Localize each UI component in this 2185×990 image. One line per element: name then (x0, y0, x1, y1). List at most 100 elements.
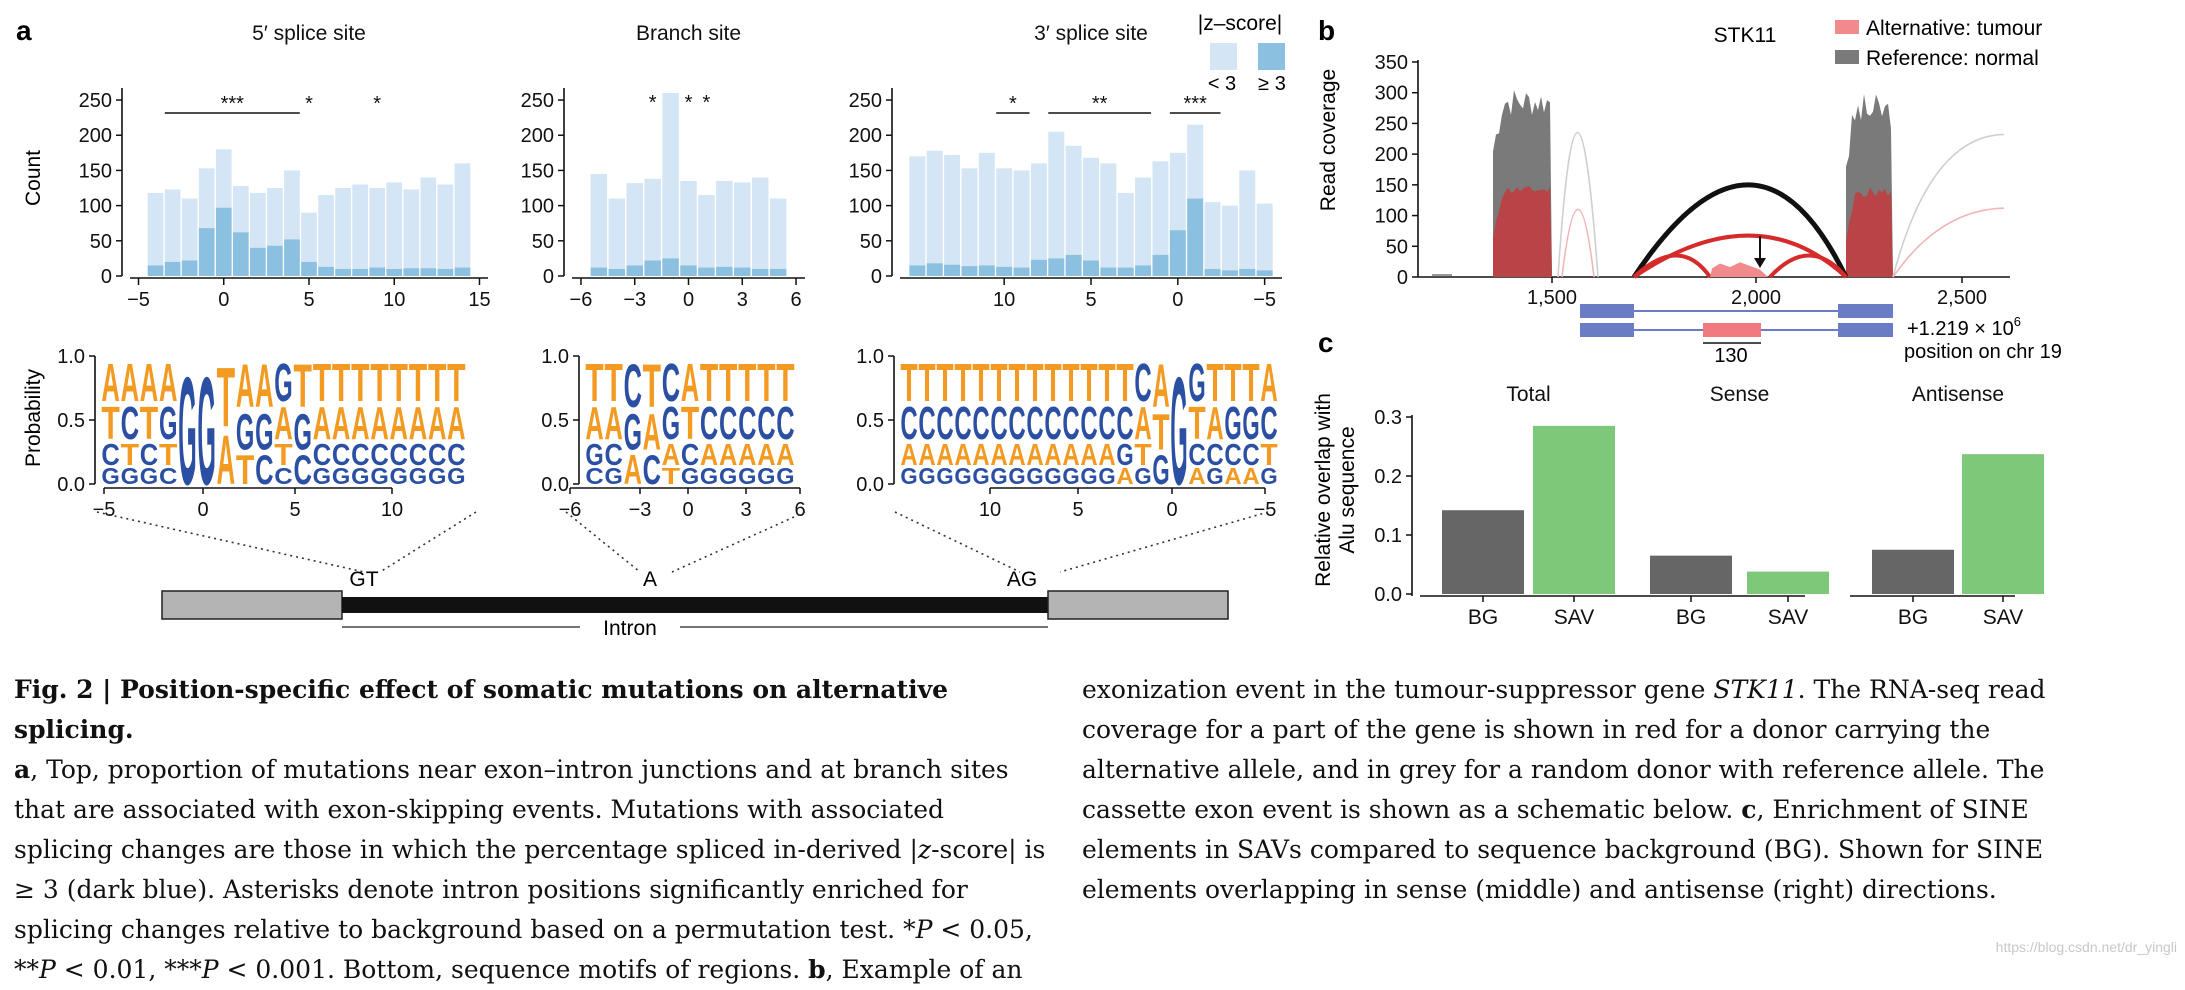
logo-x-tick-label: −3 (629, 499, 652, 521)
logo-x-tick-label: 0 (682, 499, 693, 521)
logo-letter: T (409, 353, 428, 413)
significance-stars: ** (1092, 93, 1108, 115)
logo-letter: G (776, 463, 794, 489)
logo-letter: G (1242, 397, 1259, 449)
logo-y-tick-label: 0.5 (541, 410, 569, 432)
logo-letter: G (700, 463, 718, 489)
logo-letter: G (351, 463, 369, 489)
logo-letter: C (936, 397, 953, 449)
bar-bg (1872, 549, 1954, 594)
logo-letter: C (954, 397, 971, 449)
logo-letter: G (121, 463, 139, 489)
logo-letter: C (1134, 353, 1151, 413)
bar-high-z (1152, 254, 1169, 276)
logo-letter: T (121, 437, 140, 472)
bar-high-z (1187, 198, 1204, 276)
logo-letter: A (255, 352, 273, 421)
logo-letter: T (1044, 353, 1061, 413)
logo-letter: G (1224, 397, 1241, 449)
significance-stars: * (373, 93, 381, 115)
logo-y-tick-label: 0.0 (541, 474, 569, 496)
logo-letter: C (293, 446, 311, 493)
bar-low-z (608, 198, 626, 276)
caption-run: . The RNA-seq read coverage for a part o… (1082, 675, 2046, 824)
logo-letter: A (624, 446, 642, 493)
caption-run: Fig. 2 | Position-specific effect of som… (14, 675, 949, 744)
logo-letter: G (1152, 446, 1169, 493)
logo-letter: G (1170, 345, 1187, 517)
logo-letter: G (1080, 463, 1097, 489)
logo-letter: T (900, 353, 917, 413)
coverage-y-tick-label: 300 (1375, 83, 1408, 105)
bar-low-z (1013, 170, 1030, 276)
logo-letter: A (1098, 437, 1115, 472)
bar-high-z (751, 268, 769, 276)
logo-letter: C (662, 353, 680, 413)
logo-letter: C (738, 397, 756, 449)
logo-letter: A (370, 397, 388, 449)
logo-letter: C (1062, 397, 1079, 449)
logo-letter: A (1224, 463, 1242, 489)
logo-y-tick-label: 1.0 (856, 346, 884, 368)
logo-letter: A (1080, 437, 1097, 472)
junction-label-gt: GT (349, 568, 378, 591)
logo-y-tick-label: 0.0 (57, 474, 85, 496)
bar-low-z (1239, 170, 1256, 276)
logo-letter: G (390, 463, 408, 489)
y-tick-label: 200 (79, 125, 112, 147)
bar-high-z (1135, 265, 1152, 276)
y-tick-label: 150 (79, 160, 112, 182)
bar-low-z (961, 168, 978, 276)
logo-letter: A (918, 437, 935, 472)
count-ylabel: Count (22, 150, 45, 206)
logo-letter: G (1098, 463, 1115, 489)
tumour-junction-arc-right (1892, 207, 2005, 278)
logo-letter: T (1134, 437, 1151, 472)
tumour-coverage-exon2 (1846, 187, 1893, 277)
caption-run: a (14, 755, 31, 784)
x-tick-label: 3 (737, 289, 748, 311)
gene-title: STK11 (1714, 24, 1777, 47)
logo-letter: T (1188, 397, 1205, 449)
logo-letter: C (390, 437, 408, 472)
logo-x-tick-label: 10 (381, 499, 403, 521)
logo-letter: T (1080, 353, 1097, 413)
bar-high-z (1065, 254, 1082, 276)
logo-letter: G (197, 345, 215, 517)
coverage-x-tick-label: 2,500 (1937, 287, 1987, 309)
caption-run: c (1741, 795, 1757, 824)
bar-low-z (1256, 203, 1273, 276)
y-tick-label: 50 (532, 231, 554, 253)
bar-low-z (1152, 161, 1169, 276)
exon-right (1047, 590, 1229, 620)
logo-letter: A (681, 353, 699, 413)
logo-letter: A (585, 397, 603, 449)
y-tick-label: 250 (521, 90, 554, 112)
logo-letter: T (1206, 353, 1223, 413)
logo-letter: C (1260, 397, 1277, 449)
bar-low-z (318, 195, 334, 276)
y-tick-label: 0 (543, 266, 554, 288)
bar-low-z (369, 188, 386, 276)
bar-high-z (608, 268, 626, 276)
logo-letter: T (585, 353, 603, 413)
logo-letter: T (1098, 353, 1115, 413)
logo-letter: C (624, 352, 642, 421)
x-tick-label: −5 (1253, 289, 1276, 311)
logo-letter: T (643, 352, 661, 421)
coverage-y-tick-label: 50 (1386, 236, 1408, 258)
alu-chart-title: Total (1506, 383, 1550, 406)
logo-letter: G (681, 463, 699, 489)
logo-letter: T (604, 353, 622, 413)
logo-letter: A (900, 437, 917, 472)
logo-letter: G (1008, 463, 1025, 489)
isoform2-alt-exon (1703, 323, 1761, 337)
alu-y-tick-label: 0.3 (1374, 407, 1402, 429)
caption-run: < 0.01, *** (55, 955, 202, 984)
y-tick-label: 100 (79, 196, 112, 218)
coverage-y-tick-label: 100 (1375, 206, 1408, 228)
logo-letter: A (700, 437, 718, 472)
logo-letter: G (990, 463, 1007, 489)
logo-letter: T (972, 353, 989, 413)
logo-y-tick-label: 0.0 (856, 474, 884, 496)
